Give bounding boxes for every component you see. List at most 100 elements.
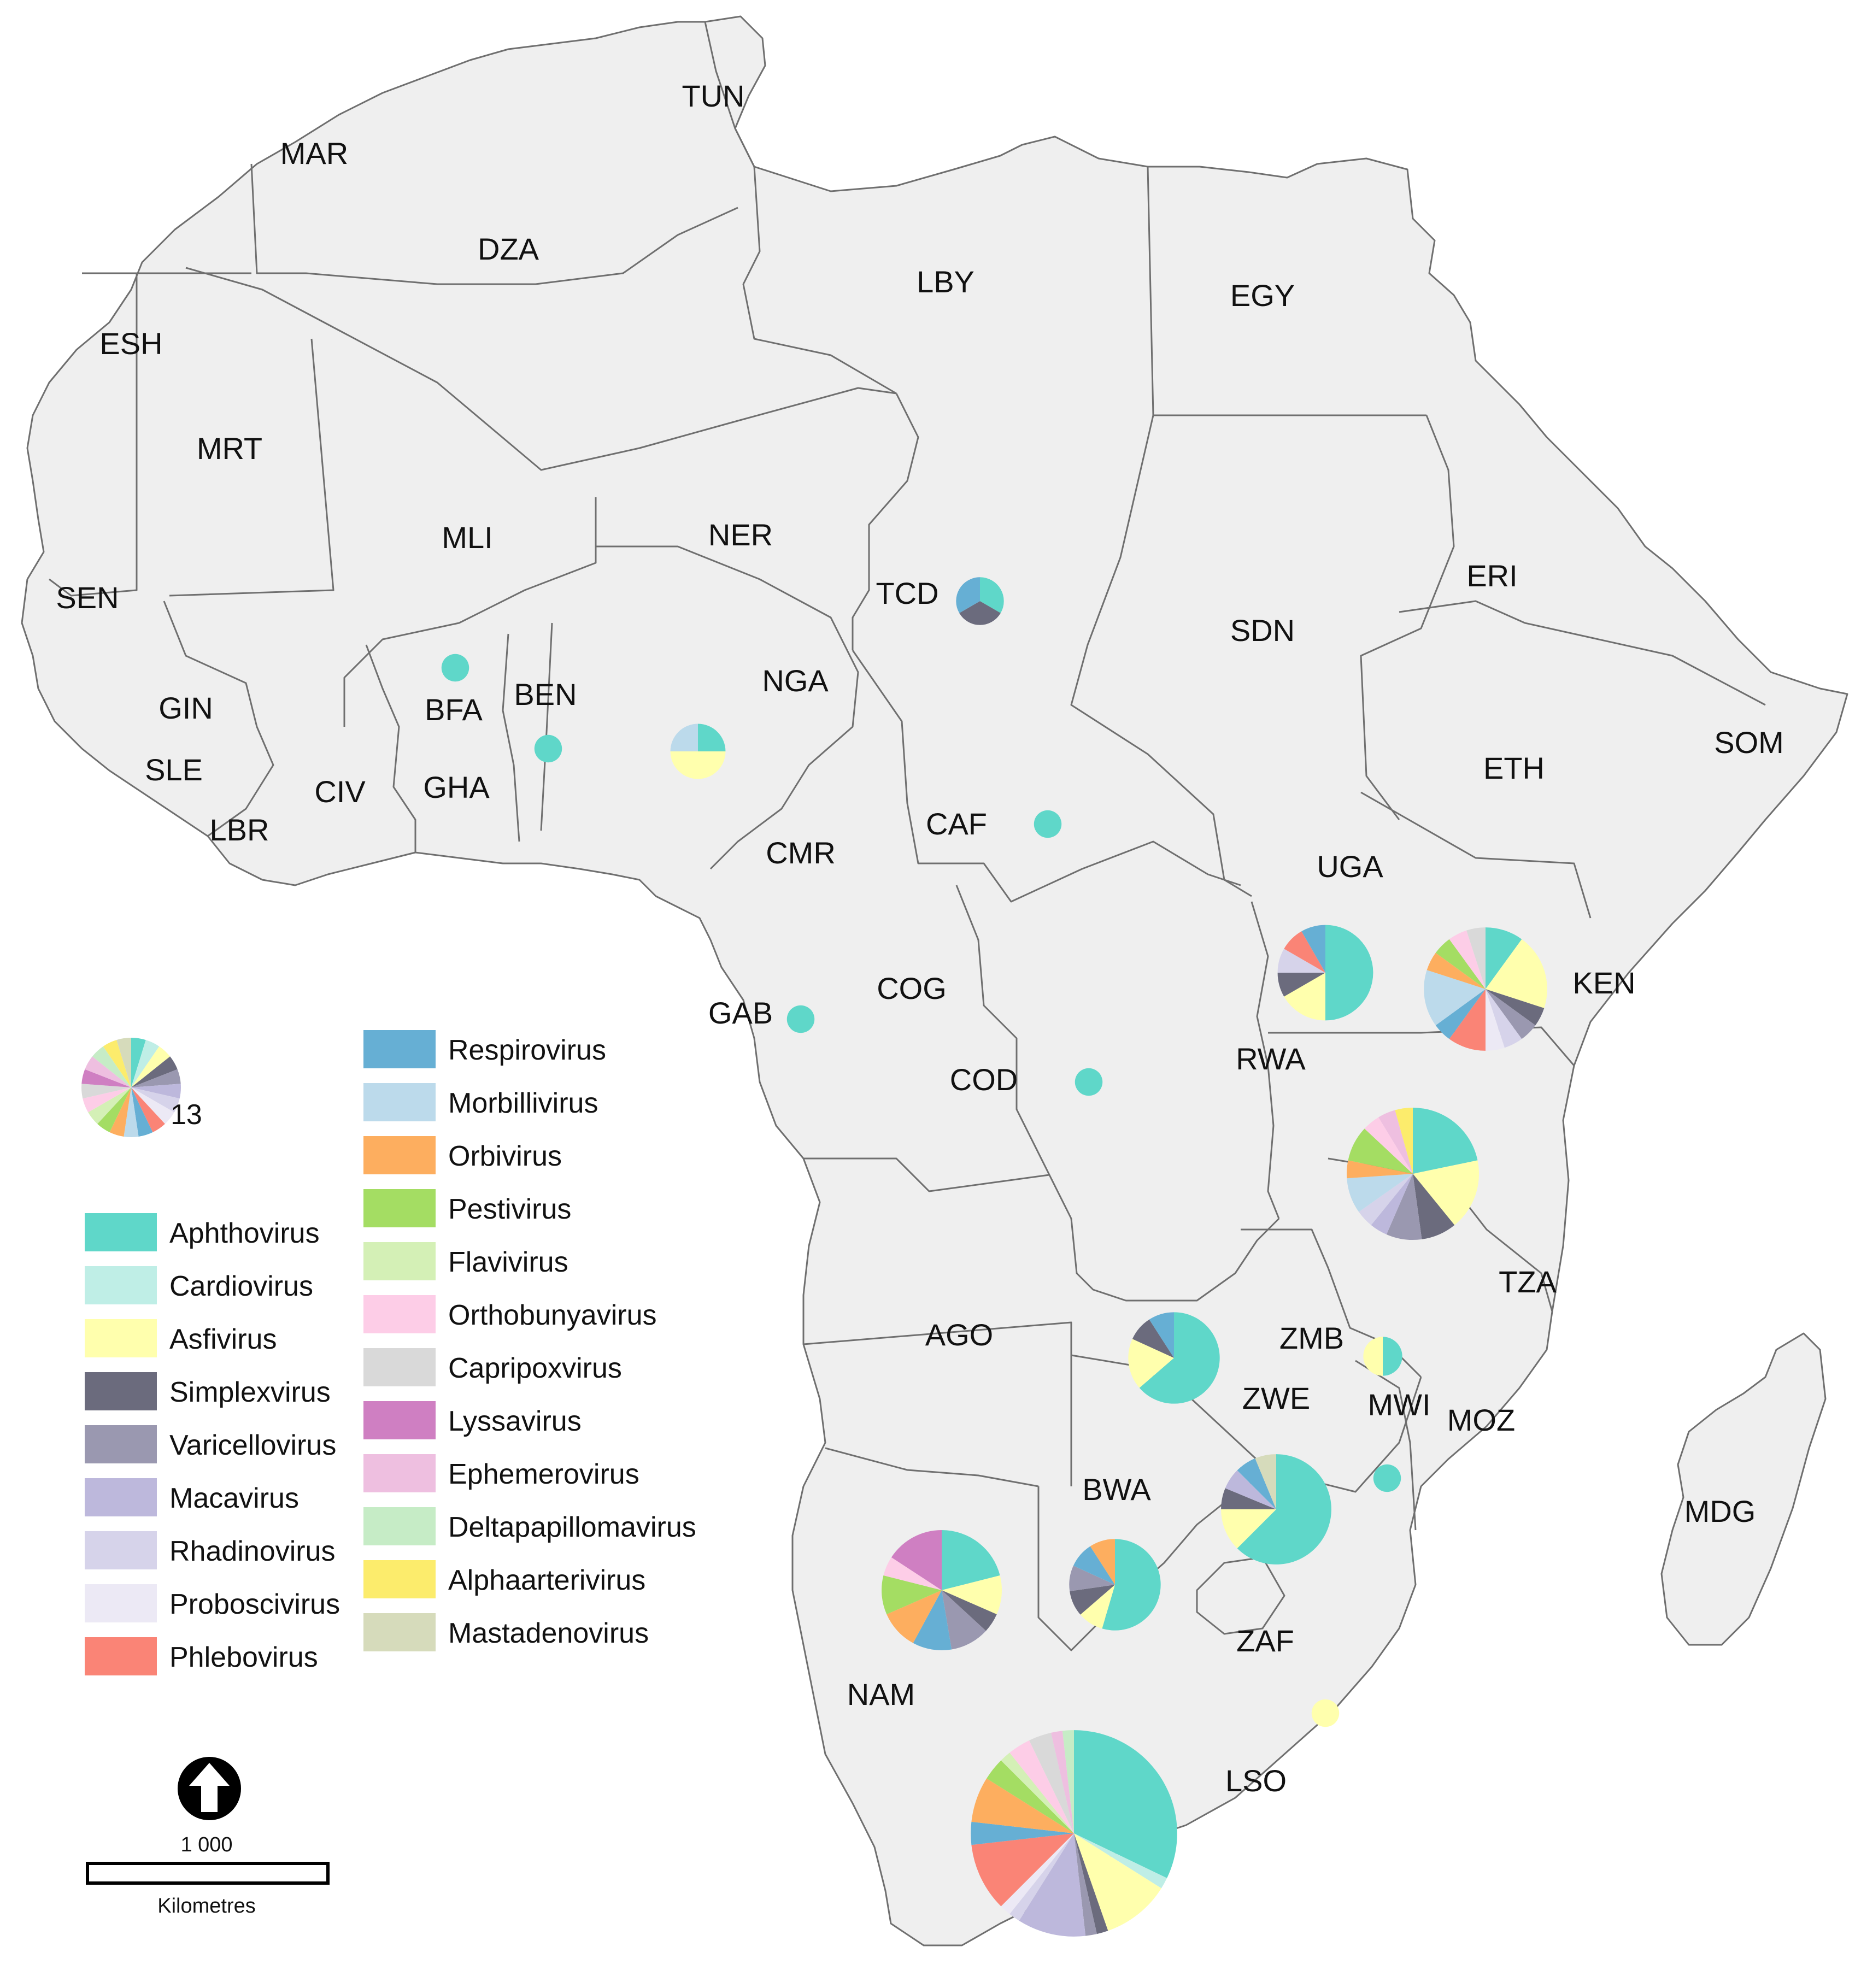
legend-label-varicellovirus: Varicellovirus: [169, 1430, 336, 1461]
pie-tza-slice-pestivirus: [1348, 1128, 1413, 1174]
pie-bwa: [1069, 1539, 1161, 1631]
size-reference-pie: [81, 1038, 181, 1137]
country-label-gin: GIN: [158, 691, 213, 725]
pie-ken: [1424, 927, 1547, 1051]
legend-swatch-ephemerovirus: [363, 1454, 436, 1492]
legend-swatch-simplexvirus: [85, 1372, 157, 1410]
pie-lso-slice-pestivirus: [987, 1760, 1074, 1833]
pie-ben-slice-aphthovirus: [534, 734, 562, 763]
legend-swatch-aphthovirus: [85, 1213, 157, 1251]
pie-nam-slice-orbivirus: [887, 1590, 942, 1643]
pie-tza-slice-alphaarterivirus: [1395, 1107, 1413, 1174]
pie-tza-slice-macavirus: [1371, 1174, 1413, 1234]
pie-bwa-slice-aphthovirus: [1102, 1539, 1161, 1631]
country-label-nga: NGA: [762, 663, 829, 698]
legend-label-lyssavirus: Lyssavirus: [448, 1405, 582, 1437]
pie-uga-slice-simplexvirus: [1277, 973, 1325, 997]
size-reference-slice-phlebovirus: [131, 1087, 165, 1132]
legend-label-orthobunyavirus: Orthobunyavirus: [448, 1299, 657, 1331]
legend-label-simplexvirus: Simplexvirus: [169, 1377, 331, 1408]
size-reference-slice-macavirus: [131, 1084, 181, 1099]
legend-label-phlebovirus: Phlebovirus: [169, 1642, 318, 1673]
pie-lso-slice-capripoxvirus: [1029, 1732, 1074, 1833]
country-label-nam: NAM: [847, 1677, 915, 1711]
pie-zmb-slice-respirovirus: [1149, 1312, 1174, 1358]
pie-nam-slice-respirovirus: [913, 1590, 952, 1650]
size-reference-slice-ephemerovirus: [85, 1056, 131, 1087]
country-label-sen: SEN: [56, 580, 119, 615]
size-reference-slice-deltapapillomavirus: [92, 1046, 131, 1087]
size-reference-slice-mastadenovirus: [116, 1038, 131, 1087]
country-label-lbr: LBR: [210, 813, 269, 847]
size-reference-slice-varicellovirus: [131, 1069, 181, 1087]
legend-label-proboscivirus: Proboscivirus: [169, 1589, 340, 1620]
pie-bwa-slice-orbivirus: [1090, 1539, 1115, 1585]
legend-swatch-pestivirus: [363, 1189, 436, 1227]
pie-zmb-slice-aphthovirus: [1139, 1312, 1220, 1404]
pie-ken-slice-rhadinovirus: [1486, 989, 1522, 1048]
country-label-cmr: CMR: [766, 836, 836, 870]
pie-ken-slice-orthobunyavirus: [1449, 930, 1486, 989]
pie-mwi-slice-asfivirus: [1363, 1337, 1383, 1376]
pie-tza-slice-morbillivirus: [1347, 1174, 1413, 1212]
pie-nam-slice-aphthovirus: [942, 1530, 1000, 1590]
legend: 13 Aphthovirus Cardiovirus Asfivirus Simple…: [81, 1030, 696, 1675]
pie-charts: [441, 577, 1547, 1937]
legend-label-cardiovirus: Cardiovirus: [169, 1271, 313, 1302]
legend-label-flavivirus: Flavivirus: [448, 1246, 568, 1278]
country-label-lso: LSO: [1225, 1763, 1287, 1798]
scale-bar-rect: [86, 1862, 330, 1885]
legend-swatch-proboscivirus: [85, 1584, 157, 1622]
country-label-zmb: ZMB: [1279, 1321, 1344, 1355]
pie-lso-slice-ephemerovirus: [1050, 1731, 1074, 1833]
map-landmass: [21, 15, 1848, 1946]
pie-tza-slice-varicellovirus: [1386, 1174, 1422, 1240]
size-reference-slice-orthobunyavirus: [83, 1087, 131, 1113]
pie-zwe-slice-asfivirus: [1221, 1509, 1276, 1549]
country-label-gab: GAB: [708, 996, 773, 1030]
country-label-egy: EGY: [1230, 278, 1295, 313]
country-label-tun: TUN: [682, 79, 744, 113]
pie-moz-slice-aphthovirus: [1373, 1464, 1401, 1492]
pie-zwe-slice-simplexvirus: [1221, 1488, 1276, 1509]
pie-zmb: [1128, 1312, 1220, 1404]
pie-ken-slice-respirovirus: [1435, 989, 1486, 1039]
legend-item-asfivirus: Asfivirus: [85, 1319, 277, 1357]
pie-nga-slice-asfivirus: [670, 751, 726, 779]
country-label-moz: MOZ: [1447, 1403, 1515, 1437]
legend-items: Aphthovirus Cardiovirus Asfivirus Simplexvi…: [85, 1030, 696, 1675]
pie-zwe-slice-aphthovirus: [1237, 1454, 1331, 1564]
pie-uga-slice-rhadinovirus: [1277, 949, 1325, 973]
country-label-civ: CIV: [314, 774, 366, 809]
pie-bfa: [441, 654, 469, 682]
country-borders: [49, 21, 1766, 1651]
pie-cod: [1075, 1068, 1103, 1096]
legend-swatch-alphaarterivirus: [363, 1560, 436, 1598]
pie-zwe-slice-mastadenovirus: [1255, 1454, 1276, 1509]
pie-zwe-slice-macavirus: [1225, 1470, 1276, 1509]
pie-lso-slice-deltapapillomavirus: [1062, 1730, 1074, 1833]
legend-swatch-varicellovirus: [85, 1425, 157, 1463]
pie-lso-slice-respirovirus: [971, 1821, 1074, 1845]
pie-caf-slice-aphthovirus: [1034, 810, 1062, 838]
country-label-cog: COG: [877, 971, 947, 1005]
country-label-esh: ESH: [99, 326, 162, 361]
country-label-sdn: SDN: [1230, 613, 1295, 648]
madagascar-outline: [1660, 1332, 1827, 1646]
country-label-dza: DZA: [478, 232, 539, 266]
pie-tza-slice-rhadinovirus: [1359, 1174, 1413, 1225]
country-label-zwe: ZWE: [1242, 1381, 1310, 1415]
legend-label-aphthovirus: Aphthovirus: [169, 1217, 320, 1249]
pie-tcd: [956, 577, 1004, 625]
pie-caf: [1034, 810, 1062, 838]
country-label-eri: ERI: [1466, 558, 1517, 593]
legend-label-asfivirus: Asfivirus: [169, 1324, 277, 1355]
pie-ben: [534, 734, 562, 763]
legend-swatch-rhadinovirus: [85, 1531, 157, 1569]
pie-zaf: [1311, 1699, 1340, 1727]
legend-swatch-deltapapillomavirus: [363, 1507, 436, 1545]
pie-ken-slice-asfivirus: [1486, 939, 1547, 1008]
legend-swatch-lyssavirus: [363, 1401, 436, 1439]
size-reference-slice-simplexvirus: [131, 1056, 178, 1087]
